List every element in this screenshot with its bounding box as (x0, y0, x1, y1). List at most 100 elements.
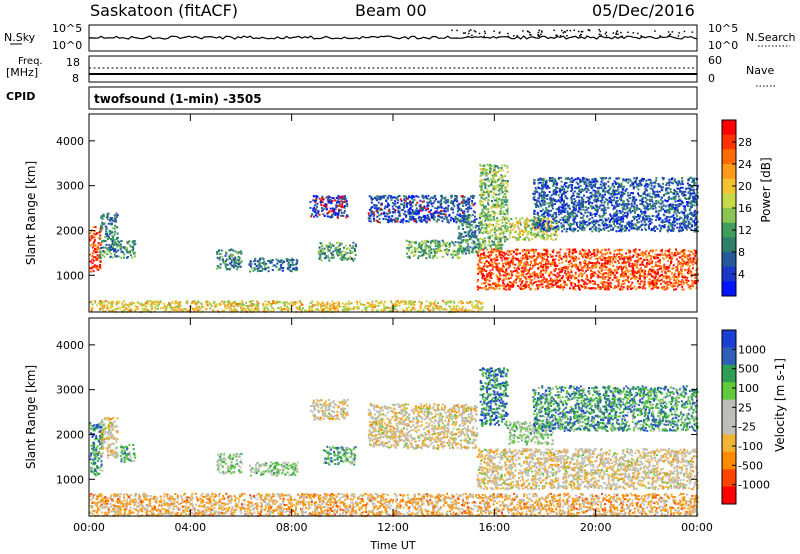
heatmap-cell (278, 260, 281, 263)
nsky-tick-bottom: 10^0 (52, 39, 82, 52)
heatmap-cell (488, 255, 491, 258)
heatmap-cell (232, 258, 235, 261)
nsearch-point (484, 32, 486, 34)
heatmap-cell (540, 256, 543, 259)
heatmap-cell (451, 256, 454, 259)
heatmap-cell (470, 207, 473, 210)
heatmap-cell (591, 226, 594, 229)
heatmap-cell (500, 225, 503, 228)
heatmap-cell (224, 264, 227, 267)
heatmap-cell (505, 288, 508, 291)
heatmap-cell (526, 269, 529, 272)
heatmap-cell (502, 264, 505, 267)
heatmap-cell (577, 186, 579, 189)
heatmap-cell (255, 265, 258, 267)
nsearch-point (566, 35, 568, 37)
heatmap-cell (565, 266, 568, 269)
heatmap-cell (594, 208, 597, 211)
heatmap-cell (473, 221, 476, 224)
heatmap-cell (490, 183, 493, 186)
heatmap-cell (692, 257, 695, 260)
heatmap-cell (477, 287, 480, 290)
heatmap-cell (379, 207, 382, 210)
heatmap-cell (492, 273, 495, 275)
nsearch-tick-top: 10^5 (708, 22, 738, 35)
heatmap-cell (690, 218, 693, 221)
heatmap-cell (406, 247, 409, 249)
heatmap-cell (627, 178, 630, 181)
heatmap-cell (692, 252, 695, 255)
nsearch-point (683, 30, 686, 33)
heatmap-cell (261, 268, 264, 270)
heatmap-cell (509, 222, 512, 225)
heatmap-cell (635, 215, 638, 218)
heatmap-cell (320, 207, 323, 210)
heatmap-cell (327, 198, 329, 201)
heatmap-cell (489, 258, 492, 261)
heatmap-cell (494, 164, 497, 167)
heatmap-cell (687, 286, 690, 289)
nave-tick-top: 60 (708, 54, 722, 67)
heatmap-cell (523, 225, 526, 228)
heatmap-cell (480, 196, 483, 199)
heatmap-cell (497, 189, 500, 192)
heatmap-cell (539, 230, 542, 233)
heatmap-cell (421, 250, 424, 253)
heatmap-cell (495, 266, 498, 269)
heatmap-cell (681, 279, 684, 281)
heatmap-cell (511, 262, 514, 265)
heatmap-cell (397, 199, 400, 202)
heatmap-cell (387, 202, 390, 205)
heatmap-cell (409, 202, 412, 205)
heatmap-cell (649, 261, 652, 264)
heatmap-cell (571, 251, 574, 254)
heatmap-cell (336, 241, 339, 244)
heatmap-cell (624, 256, 627, 259)
heatmap-cell (671, 182, 674, 185)
heatmap-cell (322, 213, 325, 216)
heatmap-cell (253, 268, 256, 271)
heatmap-cell (344, 198, 347, 200)
heatmap-cell (638, 268, 641, 271)
heatmap-cell (609, 281, 612, 284)
heatmap-cell (609, 268, 612, 271)
heatmap-cell (434, 245, 437, 247)
heatmap-cell (469, 246, 472, 249)
nsearch-point (483, 30, 486, 33)
heatmap-cell (332, 211, 335, 214)
heatmap-cell (420, 244, 423, 247)
heatmap-cell (437, 242, 440, 245)
heatmap-cell (560, 180, 563, 183)
heatmap-cell (664, 266, 667, 269)
heatmap-cell (655, 249, 658, 252)
heatmap-cell (607, 206, 610, 209)
heatmap-cell (483, 262, 486, 265)
heatmap-cell (318, 213, 321, 216)
heatmap-cell (589, 180, 592, 183)
heatmap-cell (535, 275, 538, 278)
heatmap-cell (681, 263, 684, 266)
heatmap-cell (641, 287, 644, 290)
heatmap-cell (634, 179, 637, 182)
heatmap-cell (511, 229, 514, 232)
heatmap-cell (629, 249, 632, 252)
heatmap-cell (499, 237, 502, 240)
heatmap-cell (591, 273, 594, 275)
heatmap-cell (503, 216, 506, 219)
heatmap-cell (533, 277, 536, 280)
heatmap-cell (99, 255, 102, 258)
heatmap-cell (435, 198, 437, 201)
heatmap-cell (427, 253, 430, 255)
heatmap-cell (668, 254, 671, 257)
heatmap-cell (505, 257, 508, 260)
heatmap-cell (601, 178, 604, 181)
heatmap-cell (229, 262, 232, 265)
heatmap-cell (490, 181, 493, 183)
heatmap-cell (605, 257, 608, 260)
heatmap-cell (280, 259, 283, 262)
heatmap-cell (501, 198, 504, 201)
heatmap-cell (623, 258, 626, 261)
heatmap-cell (540, 218, 543, 221)
heatmap-cell (491, 240, 494, 243)
heatmap-cell (272, 264, 275, 267)
